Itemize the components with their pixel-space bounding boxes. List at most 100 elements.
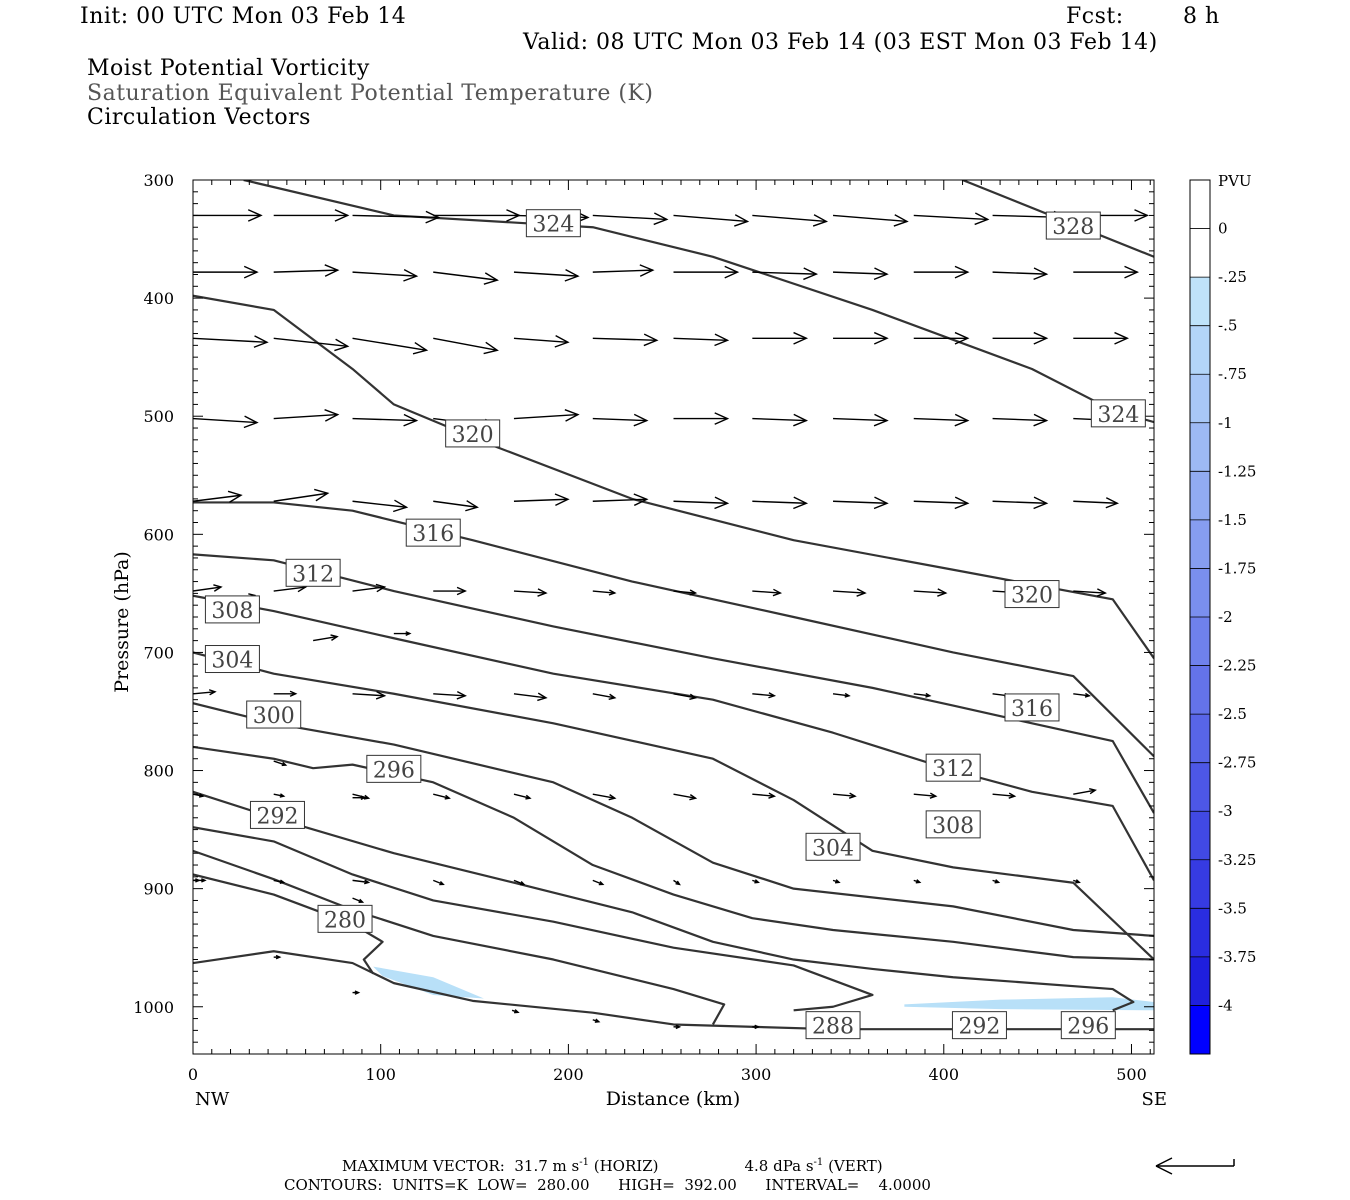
- vector-arrow: [1073, 331, 1130, 345]
- vector-arrow: [352, 499, 409, 513]
- max-vector-horiz-tag: (HORIZ): [588, 1157, 659, 1175]
- vector-arrow: [352, 269, 419, 282]
- colorbar-swatch: [1190, 277, 1210, 327]
- forecast-value: 8 h: [1183, 4, 1220, 29]
- vector-arrow: [592, 333, 659, 347]
- title-line-theta-es: Saturation Equivalent Potential Temperat…: [87, 81, 654, 106]
- y-tick-label: 800: [143, 762, 174, 781]
- colorbar-label: -2: [1218, 608, 1233, 626]
- vector-arrow: [433, 793, 451, 800]
- vector-arrow: [273, 409, 340, 422]
- theta-es-contour-12: [193, 873, 384, 975]
- vector-arrow: [752, 879, 760, 884]
- vector-arrow: [673, 265, 740, 279]
- svg-text:292: 292: [256, 804, 298, 829]
- vector-arrow: [513, 409, 580, 422]
- vector-arrow: [752, 267, 819, 281]
- pv-fill-layer: [373, 966, 1154, 1011]
- contour-label: 308: [204, 595, 260, 624]
- vector-arrow: [673, 496, 730, 510]
- vector-arrow: [513, 493, 570, 507]
- vector-arrow: [673, 1024, 682, 1030]
- colorbar-label: -2.5: [1218, 705, 1247, 723]
- colorbar-swatch: [1190, 617, 1210, 667]
- vector-arrow: [752, 588, 783, 597]
- vector-arrow: [513, 793, 532, 800]
- vector-arrow: [352, 583, 387, 593]
- colorbar-swatch: [1190, 956, 1210, 1006]
- vector-arrow: [433, 337, 499, 355]
- vector-arrow: [913, 265, 970, 279]
- vector-arrow: [752, 214, 829, 227]
- vector-arrow: [592, 793, 617, 801]
- valid-time: Valid: 08 UTC Mon 03 Feb 14 (03 EST Mon …: [523, 30, 1158, 55]
- svg-text:320: 320: [452, 423, 494, 448]
- svg-text:292: 292: [958, 1015, 1000, 1040]
- vector-arrow: [992, 879, 1001, 884]
- colorbar-swatch: [1190, 811, 1210, 861]
- reference-vector-icon: [1155, 1157, 1235, 1175]
- colorbar-label: -1.5: [1218, 511, 1247, 529]
- vector-arrow: [433, 690, 467, 700]
- max-vector-vert-exp: -1: [813, 1157, 824, 1168]
- colorbar-swatch: [1190, 228, 1210, 278]
- colorbar-label: -3.25: [1218, 851, 1256, 869]
- vector-arrow: [193, 265, 259, 279]
- vector-arrow: [1073, 265, 1140, 279]
- vector-arrow: [752, 413, 809, 427]
- y-tick-label: 300: [143, 171, 174, 190]
- colorbar-swatch: [1190, 374, 1210, 424]
- colorbar-label: -1: [1218, 414, 1233, 432]
- contour-label: 312: [925, 753, 981, 782]
- x-tick-label: 100: [365, 1065, 396, 1084]
- vector-arrow: [992, 413, 1049, 427]
- vector-arrow: [673, 879, 681, 886]
- vector-arrow: [193, 209, 263, 222]
- theta-es-contour-5: [193, 594, 1154, 881]
- colorbar-label: -2.75: [1218, 754, 1256, 772]
- pv-region-0: [373, 966, 484, 999]
- contour-label: 300: [246, 700, 302, 729]
- vector-arrow: [592, 493, 649, 507]
- colorbar-swatch: [1190, 325, 1210, 375]
- vector-arrow: [833, 331, 889, 345]
- colorbar-label: -.5: [1218, 317, 1237, 335]
- colorbar-swatch: [1190, 422, 1210, 472]
- colorbar-label: -1.75: [1218, 559, 1256, 577]
- colorbar-swatch: [1190, 519, 1210, 569]
- x-tick-label: 200: [553, 1065, 584, 1084]
- vector-arrow: [513, 588, 548, 597]
- vector-arrow: [273, 954, 282, 960]
- contour-label: 328: [1045, 211, 1101, 240]
- vector-arrow: [592, 693, 617, 700]
- colorbar-swatch: [1190, 568, 1210, 618]
- x-end-label-se: SE: [1142, 1089, 1167, 1110]
- contour-label: 316: [405, 518, 461, 547]
- vector-arrow: [913, 413, 970, 427]
- vector-arrow: [752, 692, 777, 699]
- vector-arrow: [833, 496, 889, 510]
- svg-text:324: 324: [1097, 403, 1139, 428]
- vector-arrow: [673, 333, 730, 347]
- vector-arrow: [352, 879, 371, 885]
- colorbar-swatch: [1190, 180, 1210, 230]
- contour-label: 296: [1060, 1011, 1116, 1040]
- vector-arrow: [913, 692, 932, 698]
- svg-text:308: 308: [932, 814, 974, 839]
- vector-arrow: [273, 209, 350, 222]
- vector-arrow: [752, 792, 777, 799]
- colorbar-label: -3: [1218, 802, 1233, 820]
- vector-arrow: [592, 264, 655, 277]
- vector-arrow: [273, 264, 340, 277]
- colorbar-swatch: [1190, 714, 1210, 764]
- svg-text:316: 316: [412, 522, 454, 547]
- vector-arrow: [352, 795, 367, 800]
- contour-label: 292: [249, 800, 305, 829]
- contour-label: 324: [1090, 399, 1146, 428]
- vector-arrow: [511, 1009, 520, 1014]
- svg-text:304: 304: [211, 649, 253, 674]
- colorbar-label: -3.5: [1218, 899, 1247, 917]
- colorbar-title: PVU: [1218, 172, 1252, 190]
- y-tick-label: 600: [143, 525, 174, 544]
- vector-arrow: [592, 1018, 601, 1023]
